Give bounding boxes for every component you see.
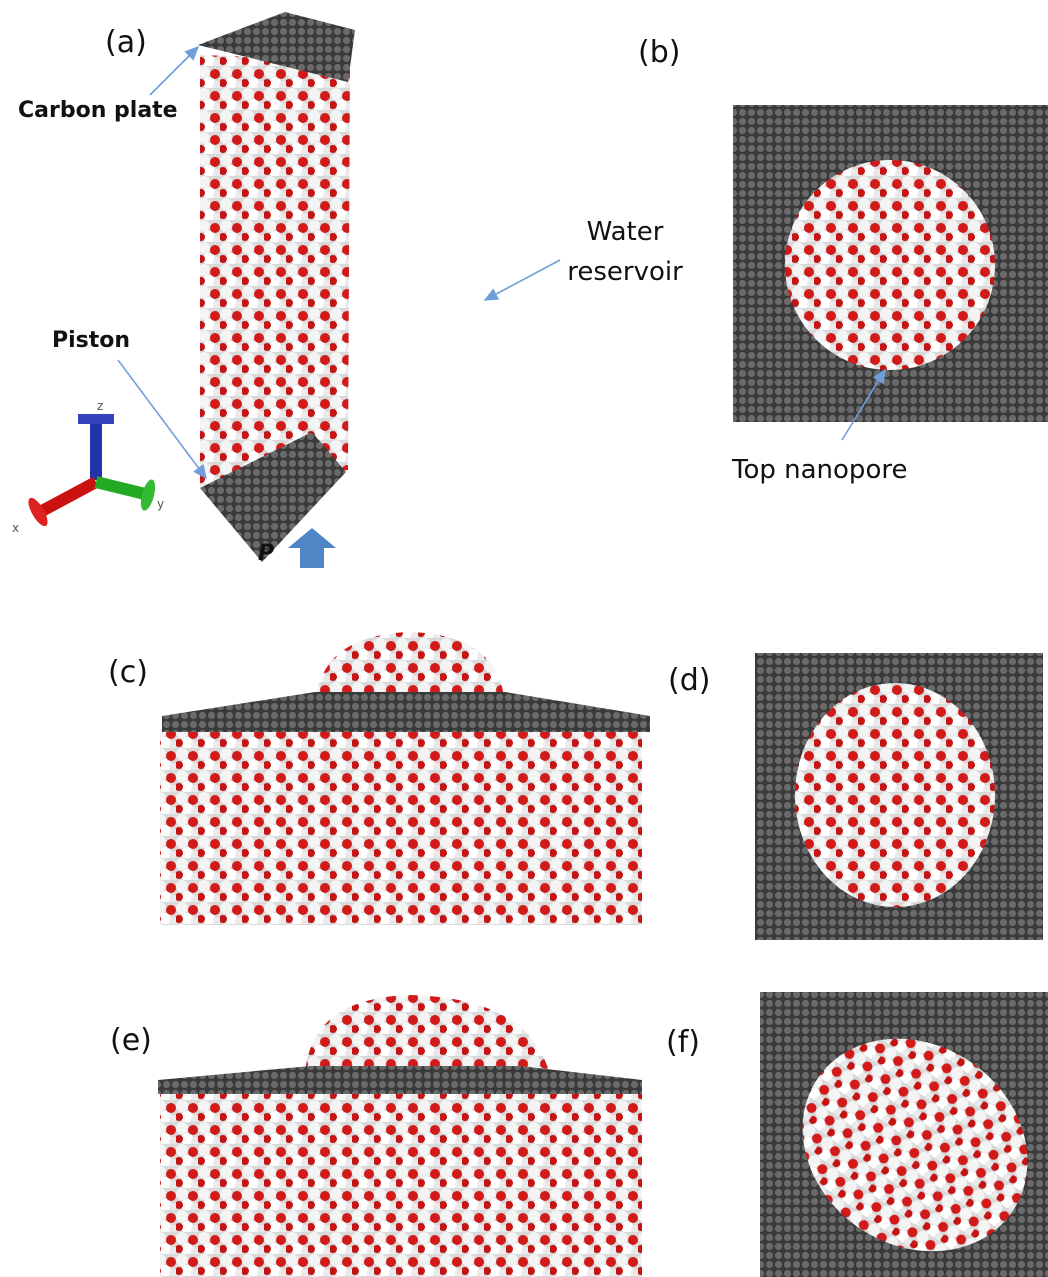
panel-f: (f)	[666, 992, 1048, 1277]
panel-label: (c)	[108, 655, 148, 690]
water-column	[160, 730, 642, 925]
annotation: Water	[587, 217, 664, 247]
carbon-plate	[162, 692, 650, 732]
arrow	[150, 47, 198, 95]
panel-d: (d)	[668, 653, 1043, 940]
arrow	[485, 260, 560, 300]
panel-label: (d)	[668, 663, 710, 698]
axis-label: y	[157, 497, 164, 511]
annotation: Top nanopore	[731, 455, 907, 485]
annotation: Piston	[52, 328, 130, 353]
arrow	[118, 360, 206, 478]
panel-label: (a)	[105, 25, 147, 60]
nanopore-water	[795, 683, 995, 907]
panel-b: (b) Top nanopore	[638, 35, 1048, 485]
axis-triad: z x y	[12, 399, 164, 535]
panel-label: (e)	[110, 1023, 152, 1058]
pressure-arrow	[288, 528, 336, 568]
figure: (a) Carbon plate Piston Water reservoir …	[0, 0, 1048, 1277]
annotation: Carbon plate	[18, 98, 178, 123]
panel-a: (a) Carbon plate Piston Water reservoir …	[12, 12, 683, 568]
water-dome	[305, 995, 550, 1075]
nanopore-water	[785, 160, 995, 370]
panel-label: (f)	[666, 1025, 700, 1060]
panel-c: (c)	[108, 632, 650, 925]
water-column	[160, 1092, 642, 1277]
annotation: reservoir	[567, 257, 683, 287]
annotation: P	[258, 541, 274, 566]
water-column	[200, 55, 350, 490]
axis-label: z	[97, 399, 103, 413]
carbon-plate	[158, 1066, 642, 1094]
axis-label: x	[12, 521, 19, 535]
panel-e: (e)	[110, 995, 642, 1277]
panel-label: (b)	[638, 35, 680, 70]
